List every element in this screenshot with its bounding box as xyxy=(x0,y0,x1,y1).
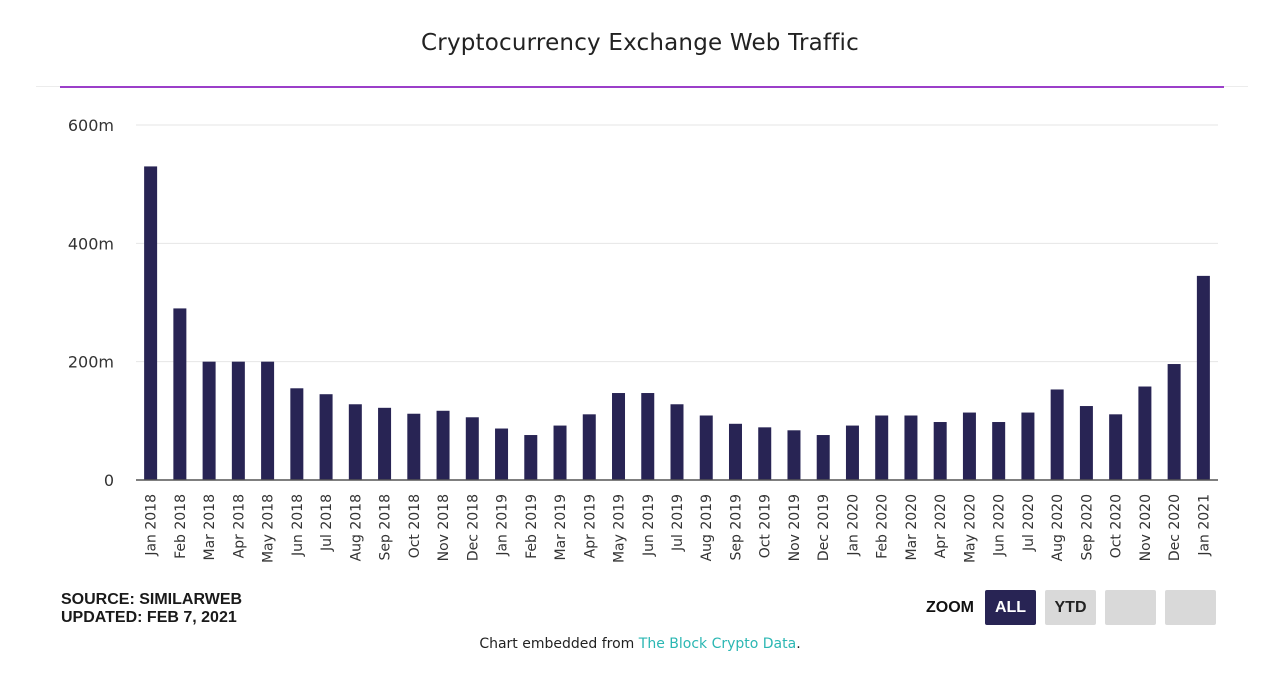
bar[interactable] xyxy=(407,413,421,480)
x-tick-label: Jan 2021 xyxy=(1196,494,1212,557)
bar[interactable] xyxy=(875,415,889,480)
x-tick-label: May 2020 xyxy=(962,494,978,563)
x-tick-label: Feb 2020 xyxy=(875,494,891,559)
x-tick-label: Jul 2019 xyxy=(670,494,686,552)
bar[interactable] xyxy=(202,361,216,480)
x-tick-label: Mar 2019 xyxy=(553,494,569,561)
x-tick-label: Jul 2018 xyxy=(319,494,335,552)
bar[interactable] xyxy=(231,361,245,480)
y-tick-label: 200m xyxy=(68,353,114,372)
x-tick-label: Feb 2019 xyxy=(524,494,540,559)
zoom-ytd-button[interactable]: YTD xyxy=(1045,590,1096,625)
zoom-label: ZOOM xyxy=(926,598,974,616)
zoom-option-button[interactable] xyxy=(1105,590,1156,625)
x-tick-label: Oct 2019 xyxy=(758,494,774,558)
x-tick-label: Jul 2020 xyxy=(1021,494,1037,552)
embed-note: Chart embedded from The Block Crypto Dat… xyxy=(0,636,1280,652)
bar[interactable] xyxy=(728,423,742,480)
bar[interactable] xyxy=(1050,389,1064,480)
bar[interactable] xyxy=(495,428,509,480)
x-tick-label: Mar 2020 xyxy=(904,494,920,561)
x-tick-label: Mar 2018 xyxy=(202,494,218,561)
x-tick-label: Apr 2018 xyxy=(231,494,247,558)
bar[interactable] xyxy=(758,427,772,480)
x-tick-label: May 2019 xyxy=(612,494,628,563)
embed-link[interactable]: The Block Crypto Data xyxy=(638,636,797,652)
bar[interactable] xyxy=(553,425,567,480)
bar[interactable] xyxy=(787,430,801,480)
bar[interactable] xyxy=(670,404,684,480)
x-tick-label: Jun 2018 xyxy=(290,494,306,557)
embed-prefix: Chart embedded from xyxy=(479,636,639,652)
x-tick-label: Dec 2019 xyxy=(816,494,832,561)
bar[interactable] xyxy=(1196,275,1210,480)
x-tick-label: Aug 2019 xyxy=(699,494,715,561)
x-tick-label: Nov 2019 xyxy=(787,494,803,561)
bar[interactable] xyxy=(1109,414,1123,480)
header-accent-line xyxy=(60,86,1224,88)
x-tick-label: Oct 2018 xyxy=(407,494,423,558)
x-tick-label: Sep 2020 xyxy=(1079,494,1095,560)
bar[interactable] xyxy=(612,393,626,480)
bar[interactable] xyxy=(348,404,362,480)
bar[interactable] xyxy=(641,393,655,480)
gridlines xyxy=(136,124,1218,363)
zoom-option-button[interactable] xyxy=(1165,590,1216,625)
x-tick-label: Apr 2020 xyxy=(933,494,949,558)
bar[interactable] xyxy=(436,410,450,480)
x-tick-label: Feb 2018 xyxy=(173,494,189,559)
x-axis: Jan 2018 Feb 2018 Mar 2018 Apr 2018 May 2018… xyxy=(144,494,1213,563)
x-tick-label: Sep 2018 xyxy=(378,494,394,560)
bar[interactable] xyxy=(816,435,830,480)
x-tick-label: Sep 2019 xyxy=(728,494,744,560)
bar-chart: 0 200m 400m 600m Jan 2018 Feb 2018 Mar 2018 Ap… xyxy=(68,116,1218,563)
y-tick-label: 600m xyxy=(68,116,114,135)
bar[interactable] xyxy=(582,414,596,480)
bar[interactable] xyxy=(290,388,304,480)
x-tick-label: Jan 2019 xyxy=(495,494,511,557)
embed-suffix: . xyxy=(796,636,801,652)
bar[interactable] xyxy=(261,361,275,480)
x-tick-label: Apr 2019 xyxy=(582,494,598,558)
bar[interactable] xyxy=(845,425,859,480)
chart-title: Cryptocurrency Exchange Web Traffic xyxy=(421,30,859,56)
bar[interactable] xyxy=(378,407,392,480)
bar[interactable] xyxy=(933,422,947,480)
bar[interactable] xyxy=(1138,386,1152,480)
x-tick-label: Jan 2018 xyxy=(144,494,160,557)
zoom-controls: ZOOM ALL YTD xyxy=(926,590,1225,625)
bar[interactable] xyxy=(1021,412,1035,480)
x-tick-label: Dec 2020 xyxy=(1167,494,1183,561)
x-tick-label: Nov 2020 xyxy=(1138,494,1154,561)
bar[interactable] xyxy=(699,415,713,480)
x-tick-label: Nov 2018 xyxy=(436,494,452,561)
bar[interactable] xyxy=(1167,364,1181,480)
x-tick-label: Jun 2020 xyxy=(992,494,1008,557)
bar[interactable] xyxy=(144,166,158,480)
x-tick-label: Dec 2018 xyxy=(465,494,481,561)
y-tick-label: 0 xyxy=(104,471,114,490)
bar[interactable] xyxy=(904,415,918,480)
bar[interactable] xyxy=(992,422,1006,480)
source-note: SOURCE: SIMILARWEB UPDATED: FEB 7, 2021 xyxy=(61,591,242,627)
x-tick-label: Oct 2020 xyxy=(1109,494,1125,558)
bar[interactable] xyxy=(1079,406,1093,480)
x-tick-label: May 2018 xyxy=(261,494,277,563)
bar[interactable] xyxy=(524,435,538,480)
y-tick-label: 400m xyxy=(68,234,114,253)
x-tick-label: Aug 2020 xyxy=(1050,494,1066,561)
x-tick-label: Jan 2020 xyxy=(845,494,861,557)
source-label: SOURCE: SIMILARWEB xyxy=(61,591,243,608)
updated-label: UPDATED: FEB 7, 2021 xyxy=(61,609,237,626)
bar[interactable] xyxy=(465,417,479,480)
zoom-all-button[interactable]: ALL xyxy=(985,590,1036,625)
bar[interactable] xyxy=(319,394,333,480)
bars xyxy=(144,166,1210,480)
bar[interactable] xyxy=(173,308,187,480)
bar[interactable] xyxy=(962,412,976,480)
x-tick-label: Jun 2019 xyxy=(641,494,657,557)
y-axis: 0 200m 400m 600m xyxy=(68,116,114,490)
x-tick-label: Aug 2018 xyxy=(348,494,364,561)
